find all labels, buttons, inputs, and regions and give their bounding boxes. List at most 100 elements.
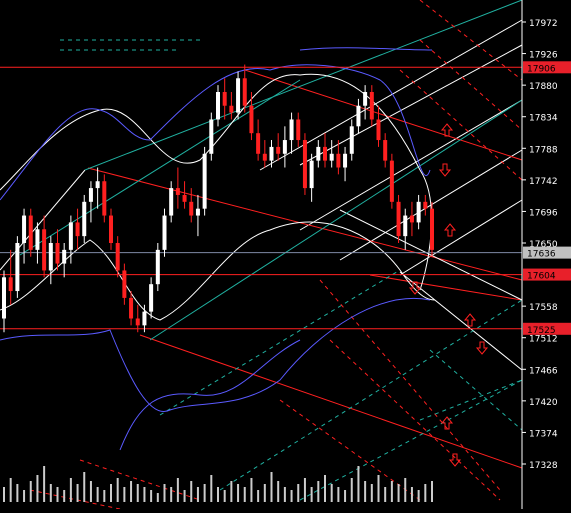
volume-bar	[431, 481, 433, 502]
trend-line	[369, 274, 523, 301]
candle-body	[2, 277, 6, 319]
candle-body	[209, 119, 214, 154]
candle-body	[336, 153, 341, 168]
volume-bar	[190, 481, 193, 502]
band-curve	[119, 339, 301, 451]
trend-line	[329, 339, 501, 501]
volume-bar	[9, 478, 12, 502]
band-curve	[0, 73, 433, 291]
candle-body	[22, 215, 27, 243]
volume-bar	[344, 490, 347, 502]
volume-bar	[297, 484, 300, 502]
candle-body	[282, 140, 287, 154]
tick-label: 17374	[529, 429, 558, 439]
volume-bars	[3, 466, 433, 502]
volume-bar	[230, 481, 233, 502]
price-label: 17525	[527, 326, 556, 336]
candle-body	[229, 105, 234, 113]
volume-bar	[136, 484, 139, 502]
volume-bar	[370, 484, 373, 502]
volume-bar	[170, 487, 173, 502]
tick-label: 17650	[529, 240, 558, 250]
candle-body	[48, 243, 53, 271]
volume-bar	[317, 481, 320, 502]
candle-body	[356, 105, 361, 127]
candle-body	[349, 126, 354, 154]
trend-line	[419, 379, 523, 421]
volume-bar	[310, 487, 313, 502]
candle-body	[115, 243, 120, 271]
volume-bar	[156, 493, 159, 502]
trend-line	[149, 99, 523, 341]
volume-bar	[324, 475, 326, 502]
tick-label: 17742	[529, 177, 558, 187]
candle-body	[242, 78, 247, 106]
volume-bar	[163, 484, 166, 502]
trend-line	[299, 99, 523, 231]
volume-bar	[89, 481, 92, 502]
candle-body	[289, 119, 294, 141]
volume-bar	[96, 487, 99, 502]
tick-label: 17834	[529, 114, 558, 124]
candle-body	[329, 153, 334, 161]
volume-bar	[217, 487, 219, 502]
tick-label: 17328	[529, 461, 558, 471]
trend-line	[139, 334, 523, 469]
volume-bar	[270, 472, 273, 502]
trend-line	[399, 271, 523, 371]
volume-bar	[250, 478, 253, 502]
trend-line	[399, 199, 523, 276]
trend-line	[429, 349, 523, 431]
volume-bar	[237, 484, 240, 502]
price-label-bg	[523, 322, 571, 335]
volume-bar	[203, 484, 206, 502]
candle-body	[129, 297, 134, 319]
volume-bar	[337, 487, 340, 502]
volume-bar	[377, 475, 380, 502]
overlay-lines	[0, 0, 523, 510]
tick-label: 17880	[529, 82, 558, 92]
candle-body	[75, 222, 80, 237]
volume-bar	[257, 490, 260, 502]
candle-body	[302, 140, 307, 189]
arrow-up-icon	[443, 223, 457, 237]
tick-label: 17696	[529, 208, 558, 218]
volume-bar	[29, 481, 32, 502]
volume-bar	[283, 487, 286, 502]
candle-body	[42, 229, 47, 271]
trend-line	[399, 69, 523, 181]
arrow-down-icon	[438, 163, 452, 177]
candle-body	[202, 153, 207, 209]
candle-body	[296, 119, 301, 141]
volume-bar	[116, 478, 119, 502]
arrow-up-icon	[463, 313, 477, 327]
candle-body	[162, 215, 167, 250]
trend-line	[0, 169, 86, 271]
volume-bar	[69, 478, 72, 502]
volume-bar	[330, 484, 333, 502]
trend-line	[19, 79, 301, 256]
candle-body	[222, 92, 227, 106]
volume-bar	[110, 484, 112, 502]
candle-body	[95, 181, 100, 189]
candle-body	[363, 92, 368, 106]
candle-body	[155, 249, 160, 285]
tick-label: 17558	[529, 303, 558, 313]
volume-bar	[76, 484, 79, 502]
candle-body	[256, 133, 261, 154]
candle-body	[35, 229, 40, 250]
volume-bar	[303, 478, 306, 502]
candle-body	[249, 105, 254, 134]
volume-bar	[290, 490, 293, 502]
volume-bar	[350, 478, 353, 502]
band-curve	[299, 47, 433, 51]
volume-bar	[183, 490, 186, 502]
volume-bar	[277, 481, 280, 502]
candle-body	[416, 201, 421, 223]
trend-line	[219, 299, 523, 491]
volume-bar	[364, 481, 367, 502]
candle-body	[8, 277, 13, 292]
volume-bar	[83, 472, 86, 502]
volume-bar	[263, 484, 266, 502]
candle-body	[15, 243, 20, 292]
